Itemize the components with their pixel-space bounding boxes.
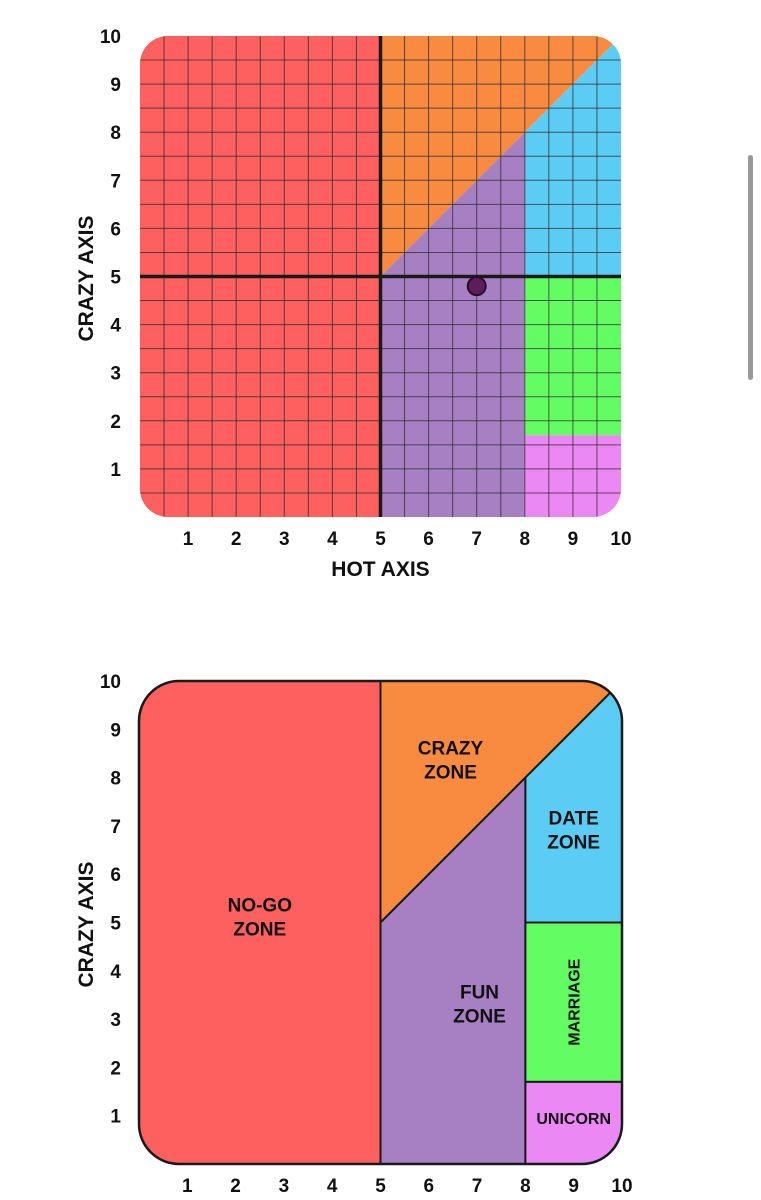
chart1-plot-area — [140, 36, 621, 517]
chart2-x-tick-label: 8 — [520, 1176, 531, 1197]
chart1-x-axis-title: HOT AXIS — [331, 558, 429, 581]
chart2-marriage-label-line: MARRIAGE — [567, 958, 584, 1045]
chart1-x-tick-label: 3 — [279, 529, 290, 550]
chart1-y-tick-label: 2 — [110, 412, 121, 433]
chart2-y-tick-label: 1 — [110, 1107, 121, 1128]
chart2-frame — [137, 679, 624, 1166]
chart2-y-tick-label: 7 — [110, 817, 121, 838]
chart2-y-tick-label: 10 — [100, 672, 121, 693]
chart2-nogo-region — [139, 681, 382, 1164]
chart2-marriage-label: MARRIAGE — [567, 958, 584, 1045]
chart2-unicorn-label-line: UNICORN — [536, 1111, 611, 1128]
chart2-crazy-label-line: CRAZY — [418, 739, 484, 760]
chart1-y-tick-label: 6 — [110, 219, 121, 240]
chart2-fun-label-line: FUN — [460, 983, 499, 1004]
chart1-y-tick-label: 5 — [110, 268, 121, 289]
chart2-plot-area — [139, 681, 622, 1164]
chart2-y-tick-label: 9 — [110, 720, 121, 741]
chart2-unicorn-region — [524, 1080, 622, 1164]
chart1-y-axis-title: CRAZY AXIS — [75, 215, 98, 341]
chart1-y-tick-label: 8 — [110, 123, 121, 144]
chart2-x-tick-label: 4 — [327, 1176, 338, 1197]
vertical-scrollbar[interactable] — [748, 155, 753, 380]
chart2-date-label-line: ZONE — [547, 833, 600, 854]
chart2-x-tick-label: 7 — [472, 1176, 483, 1197]
chart1-x-tick-label: 1 — [183, 529, 194, 550]
chart1-x-tick-label: 9 — [568, 529, 579, 550]
chart2-crazy-label-line: ZONE — [424, 763, 477, 784]
chart1-x-tick-label: 6 — [423, 529, 434, 550]
chart1-y-tick-label: 3 — [110, 364, 121, 385]
chart1-y-tick-label: 7 — [110, 171, 121, 192]
chart2-unicorn-label: UNICORN — [536, 1111, 611, 1128]
chart2-x-tick-label: 3 — [279, 1176, 290, 1197]
chart1-x-tick-label: 7 — [471, 529, 482, 550]
chart1-x-tick-label: 2 — [231, 529, 242, 550]
chart1-y-tick-label: 1 — [110, 460, 121, 481]
chart2-x-tick-label: 9 — [568, 1176, 579, 1197]
hot-crazy-grid-chart: 1 2 3 4 5 6 7 8 9 10 1 2 3 4 5 6 7 8 9 10 HOT AXIS CRAZY A… — [75, 27, 632, 581]
chart2-date-label-line: DATE — [549, 809, 599, 830]
chart2-x-tick-label: 5 — [375, 1176, 386, 1197]
chart2-y-tick-label: 4 — [110, 962, 121, 983]
chart2-x-tick-label: 6 — [424, 1176, 435, 1197]
chart2-fun-label-line: ZONE — [453, 1007, 506, 1028]
chart2-y-tick-label: 6 — [110, 865, 121, 886]
chart1-x-tick-label: 5 — [375, 529, 386, 550]
chart2-fun-label: FUN ZONE — [453, 983, 506, 1028]
chart2-date-label: DATE ZONE — [547, 809, 600, 854]
chart1-x-tick-label: 4 — [327, 529, 338, 550]
chart1-data-point — [466, 276, 487, 297]
chart1-y-tick-label: 10 — [100, 27, 121, 48]
chart2-y-tick-label: 3 — [110, 1010, 121, 1031]
chart2-x-tick-label: 1 — [182, 1176, 193, 1197]
chart2-x-tick-label: 10 — [611, 1176, 632, 1197]
chart2-nogo-label-line: ZONE — [233, 920, 286, 941]
chart2-nogo-label-line: NO-GO — [228, 896, 292, 917]
chart2-y-tick-label: 5 — [110, 914, 121, 935]
chart2-nogo-label: NO-GO ZONE — [228, 896, 292, 941]
chart2-x-tick-label: 2 — [230, 1176, 241, 1197]
chart2-y-axis-title: CRAZY AXIS — [75, 861, 98, 987]
hot-crazy-zone-chart: NO-GO ZONE CRAZY ZONE FUN ZONE DATE ZONE MARRIAG… — [75, 672, 633, 1197]
chart1-x-tick-label: 8 — [520, 529, 531, 550]
chart1-y-tick-label: 4 — [110, 316, 121, 337]
chart2-y-tick-label: 8 — [110, 769, 121, 790]
chart2-crazy-label: CRAZY ZONE — [418, 739, 484, 784]
chart2-y-tick-label: 2 — [110, 1058, 121, 1079]
chart1-y-tick-label: 9 — [110, 75, 121, 96]
chart1-x-tick-label: 10 — [610, 529, 631, 550]
